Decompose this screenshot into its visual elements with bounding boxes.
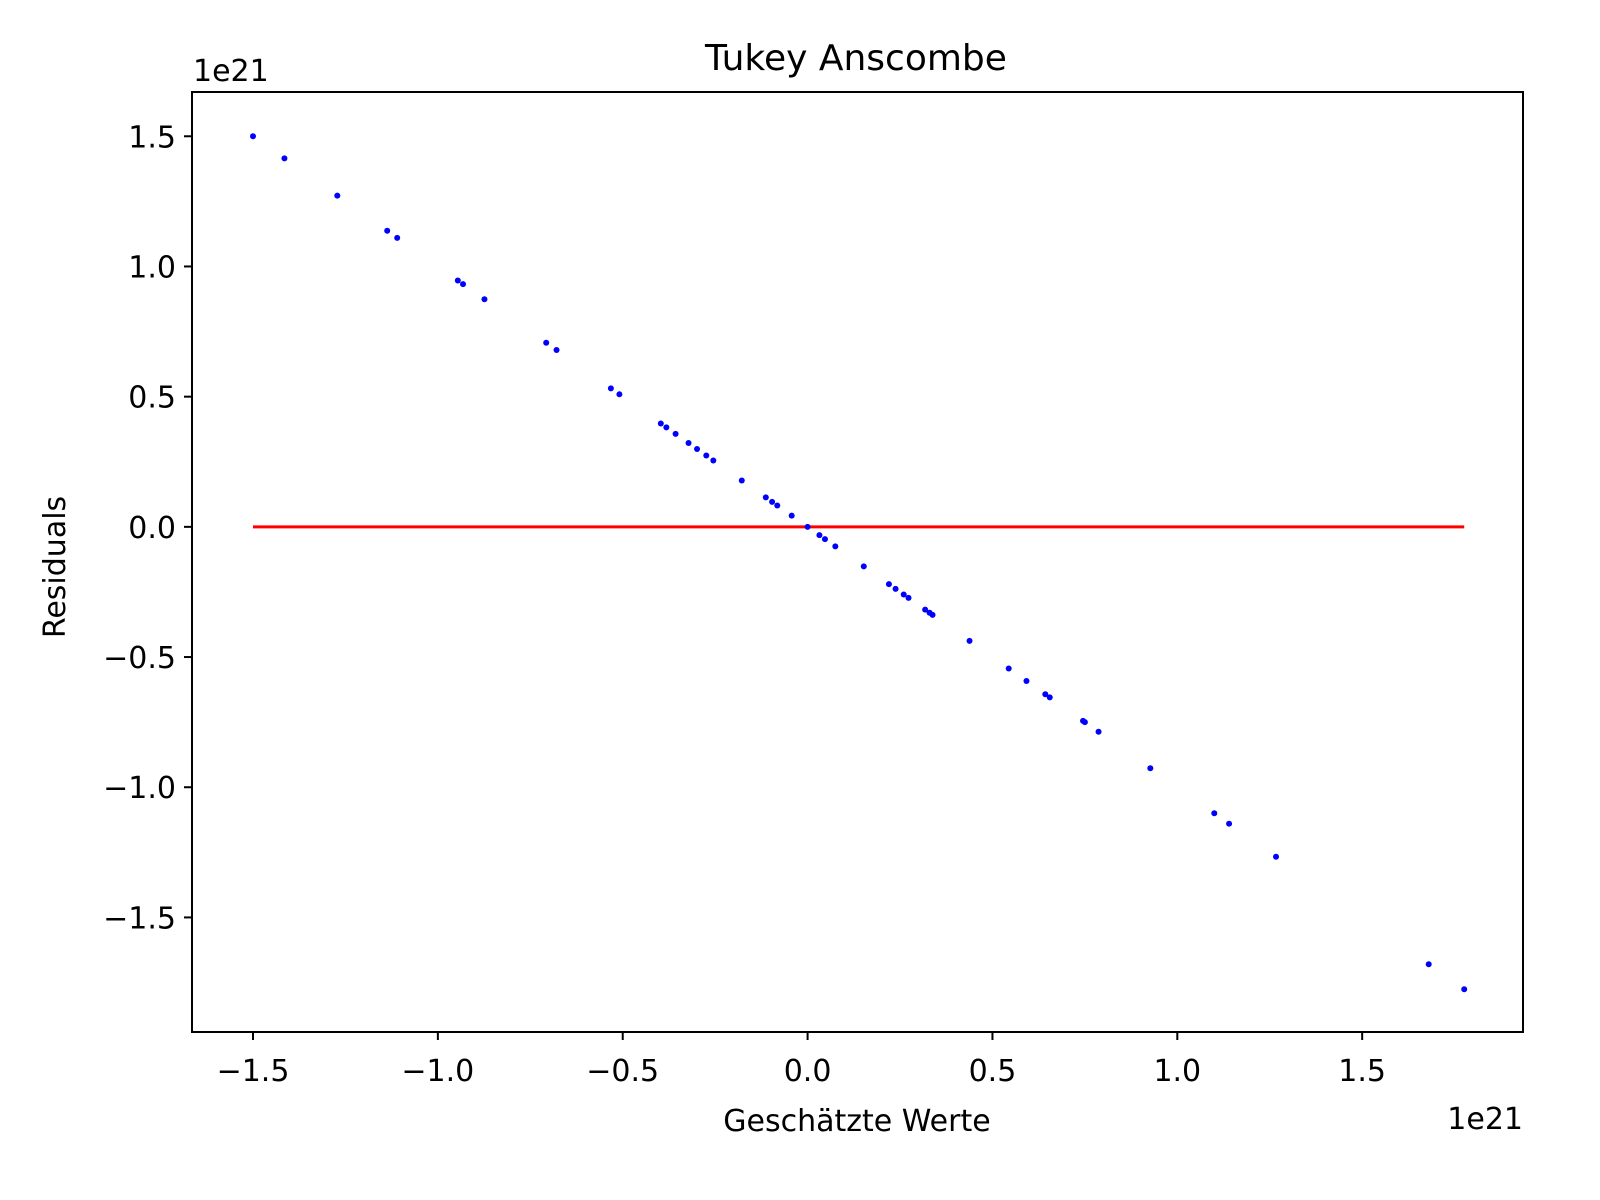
y-tick-label: 0.0 — [128, 511, 176, 546]
x-tick-label: 0.5 — [969, 1054, 1017, 1089]
data-point — [281, 155, 288, 162]
data-point — [885, 581, 892, 588]
data-point — [1226, 820, 1233, 827]
data-point — [616, 391, 623, 398]
data-point — [553, 347, 560, 354]
data-point — [685, 440, 692, 447]
data-point — [816, 532, 823, 539]
x-tick-label: 0.0 — [784, 1054, 832, 1089]
data-point — [657, 420, 664, 427]
data-point — [1461, 986, 1468, 993]
data-point — [929, 611, 936, 618]
data-point — [1023, 677, 1030, 684]
data-point — [543, 339, 550, 346]
y-axis-label: Residuals — [38, 496, 73, 638]
data-point — [1095, 728, 1102, 735]
x-tick-label: 1.5 — [1338, 1054, 1386, 1089]
data-point — [1147, 765, 1154, 772]
y-tick-label: 0.5 — [128, 381, 176, 416]
x-tick-label: −1.0 — [401, 1054, 474, 1089]
data-point — [454, 277, 461, 284]
y-axis-offset-label: 1e21 — [193, 54, 269, 89]
y-tick-label: 1.0 — [128, 250, 176, 285]
data-point — [1273, 853, 1280, 860]
data-point — [966, 637, 973, 644]
data-point — [1042, 691, 1049, 698]
y-tick-label: −0.5 — [103, 641, 176, 676]
data-point — [738, 477, 745, 484]
data-point — [804, 523, 811, 530]
x-tick-label: −1.5 — [217, 1054, 290, 1089]
data-point — [1005, 665, 1012, 672]
x-axis-label: Geschätzte Werte — [723, 1104, 990, 1139]
data-point — [905, 594, 912, 601]
data-point — [1211, 810, 1218, 817]
data-point — [762, 494, 769, 501]
data-point — [672, 430, 679, 437]
x-tick-label: −0.5 — [586, 1054, 659, 1089]
x-axis-offset-label: 1e21 — [1447, 1102, 1523, 1137]
data-point — [821, 536, 828, 543]
data-point — [663, 424, 670, 431]
plot-area — [250, 133, 1468, 993]
data-point — [860, 563, 867, 570]
data-point — [1046, 694, 1053, 701]
data-point — [1081, 719, 1088, 726]
data-point — [892, 585, 899, 592]
data-point — [703, 452, 710, 459]
y-tick-label: 1.5 — [128, 120, 176, 155]
data-point — [384, 227, 391, 234]
data-point — [250, 133, 257, 140]
x-tick-label: 1.0 — [1153, 1054, 1201, 1089]
data-point — [922, 606, 929, 613]
chart-title: Tukey Anscombe — [704, 38, 1007, 79]
y-tick-label: −1.5 — [103, 901, 176, 936]
data-point — [900, 591, 907, 598]
data-point — [1425, 961, 1432, 968]
data-point — [460, 281, 467, 288]
data-point — [832, 543, 839, 550]
data-point — [394, 234, 401, 241]
data-point — [769, 498, 776, 505]
plot-frame — [191, 91, 1524, 1033]
data-point — [694, 445, 701, 452]
data-point — [788, 512, 795, 519]
y-tick-label: −1.0 — [103, 771, 176, 806]
axis-ticks: −1.5 −1.0 −0.5 0.0 0.5 1.0 1.5 −1.5 −1.0 −0.5 0.0 0… — [103, 120, 1386, 1089]
data-point — [710, 457, 717, 464]
data-point — [774, 502, 781, 509]
data-point — [607, 385, 614, 392]
data-point — [334, 192, 341, 199]
data-point — [481, 296, 488, 303]
